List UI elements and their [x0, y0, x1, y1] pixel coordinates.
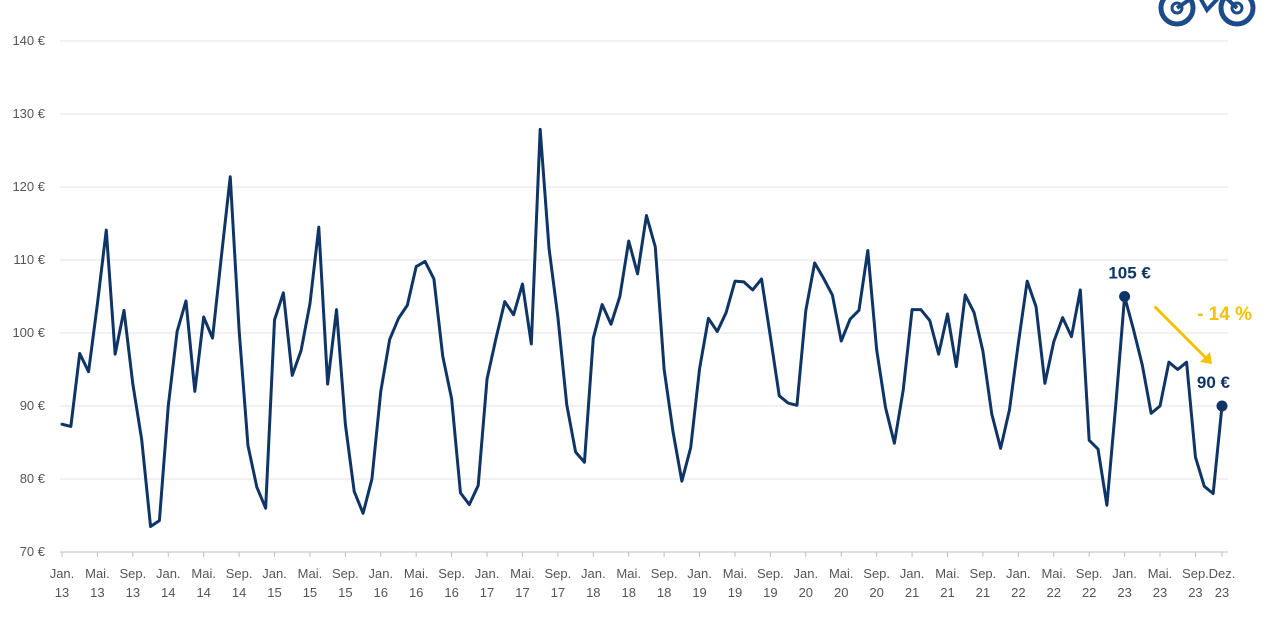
y-tick-label: 110 €	[13, 252, 45, 267]
x-axis-ticks: Jan. 13 Mai. 13 Sep. 13 Jan. 14 Mai. 14 Sep. 14 Jan.…	[50, 552, 1236, 600]
x-tick-label-month: Sep.	[970, 566, 997, 581]
x-tick-label-month: Mai.	[510, 566, 535, 581]
x-tick-label-year: 21	[976, 585, 990, 600]
y-tick-label: 90 €	[20, 398, 46, 413]
x-tick-label-year: 19	[692, 585, 706, 600]
x-tick-label-year: 20	[869, 585, 883, 600]
x-tick-label-month: Mai.	[1148, 566, 1173, 581]
x-tick-label-month: Mai.	[191, 566, 216, 581]
point-value-label: 90 €	[1197, 373, 1231, 392]
y-tick-label: 130 €	[12, 106, 45, 121]
x-tick-label-year: 21	[905, 585, 919, 600]
x-tick-label-month: Mai.	[85, 566, 110, 581]
y-tick-label: 80 €	[20, 471, 46, 486]
x-tick-label-year: 14	[232, 585, 246, 600]
x-tick-label-year: 13	[55, 585, 69, 600]
x-tick-label-month: Jan.	[1006, 566, 1031, 581]
x-tick-label-year: 15	[338, 585, 352, 600]
x-tick-label-year: 18	[657, 585, 671, 600]
x-tick-label-month: Sep.	[1076, 566, 1103, 581]
change-label: - 14 %	[1197, 304, 1252, 325]
x-tick-label-month: Sep.	[863, 566, 890, 581]
x-tick-label-year: 20	[834, 585, 848, 600]
x-tick-label-month: Sep.	[545, 566, 572, 581]
x-tick-label-month: Sep.	[651, 566, 678, 581]
x-tick-label-month: Jan.	[156, 566, 181, 581]
x-tick-label-month: Mai.	[829, 566, 854, 581]
x-tick-label-year: 13	[126, 585, 140, 600]
x-tick-label-year: 15	[267, 585, 281, 600]
x-tick-label-year: 19	[763, 585, 777, 600]
x-tick-label-month: Sep.	[226, 566, 253, 581]
x-tick-label-year: 22	[1011, 585, 1025, 600]
series-line	[60, 127, 1224, 528]
x-tick-label-month: Sep.	[757, 566, 784, 581]
x-tick-label-month: Dez.	[1209, 566, 1236, 581]
x-tick-label-month: Sep.	[119, 566, 146, 581]
x-tick-label-year: 17	[515, 585, 529, 600]
x-tick-label-month: Sep.	[438, 566, 465, 581]
change-arrow-head	[1200, 352, 1212, 364]
x-tick-label-year: 22	[1047, 585, 1061, 600]
x-tick-label-month: Jan.	[262, 566, 287, 581]
x-tick-label-year: 23	[1117, 585, 1131, 600]
x-tick-label-year: 21	[940, 585, 954, 600]
x-tick-label-year: 19	[728, 585, 742, 600]
gridlines	[60, 40, 1228, 553]
x-tick-label-month: Sep.	[1182, 566, 1209, 581]
x-tick-label-month: Mai.	[1041, 566, 1066, 581]
x-tick-label-month: Jan.	[368, 566, 393, 581]
x-tick-label-month: Jan.	[1112, 566, 1137, 581]
y-tick-label: 140 €	[12, 33, 45, 48]
highlight-point	[1216, 400, 1228, 412]
x-tick-label-month: Mai.	[935, 566, 960, 581]
x-tick-label-year: 14	[196, 585, 210, 600]
x-tick-label-year: 15	[303, 585, 317, 600]
series-layer	[60, 127, 1224, 528]
x-tick-label-year: 20	[799, 585, 813, 600]
x-tick-label-month: Mai.	[404, 566, 429, 581]
x-tick-label-month: Mai.	[298, 566, 323, 581]
x-tick-label-month: Jan.	[581, 566, 606, 581]
x-tick-label-year: 22	[1082, 585, 1096, 600]
y-tick-label: 120 €	[12, 179, 45, 194]
x-tick-label-month: Jan.	[900, 566, 925, 581]
x-tick-label-year: 16	[374, 585, 388, 600]
x-tick-label-year: 14	[161, 585, 175, 600]
x-tick-label-year: 23	[1153, 585, 1167, 600]
x-tick-label-month: Jan.	[50, 566, 75, 581]
point-value-label: 105 €	[1108, 264, 1151, 283]
y-axis-ticks: 70 € 80 € 90 € 100 € 110 € 120 € 130 € 140 €	[12, 33, 45, 559]
highlight-point	[1119, 291, 1131, 302]
x-tick-label-month: Mai.	[723, 566, 748, 581]
change-arrow	[1153, 305, 1210, 362]
x-tick-label-month: Sep.	[332, 566, 359, 581]
x-tick-label-month: Jan.	[794, 566, 819, 581]
annotations: 105 € 90 € - 14 %	[1108, 264, 1252, 412]
x-tick-label-month: Jan.	[687, 566, 712, 581]
x-tick-label-year: 18	[621, 585, 635, 600]
bicycle-icon	[1158, 0, 1256, 27]
y-tick-label: 100 €	[12, 325, 45, 340]
x-tick-label-year: 23	[1188, 585, 1202, 600]
x-tick-label-year: 16	[409, 585, 423, 600]
x-tick-label-year: 13	[90, 585, 104, 600]
y-tick-label: 70 €	[20, 544, 46, 559]
x-tick-label-year: 16	[444, 585, 458, 600]
x-tick-label-year: 17	[480, 585, 494, 600]
x-tick-label-month: Jan.	[475, 566, 500, 581]
x-tick-label-year: 23	[1215, 585, 1229, 600]
x-tick-label-month: Mai.	[616, 566, 641, 581]
x-tick-label-year: 17	[551, 585, 565, 600]
x-tick-label-year: 18	[586, 585, 600, 600]
